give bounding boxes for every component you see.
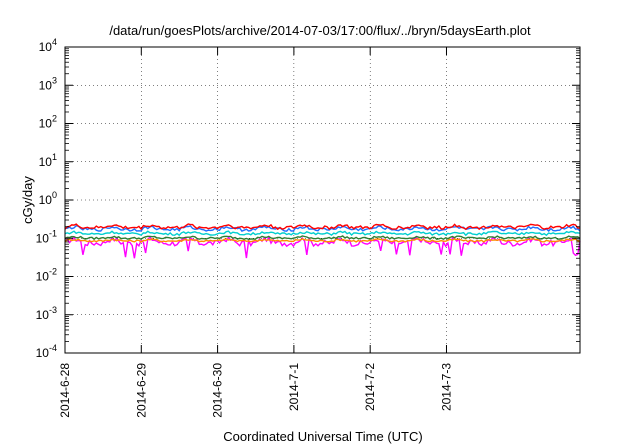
grid-lines (65, 47, 580, 353)
chart-title: /data/run/goesPlots/archive/2014-07-03/1… (109, 23, 531, 38)
x-axis-label: Coordinated Universal Time (UTC) (223, 429, 422, 444)
series-line (64, 238, 581, 243)
y-tick-label: 10-4 (36, 343, 57, 360)
x-tick-label: 2014-7-2 (363, 363, 377, 411)
series-line (64, 223, 580, 231)
y-tick-label: 10-1 (36, 228, 57, 245)
series-line (64, 235, 581, 241)
series-line (64, 230, 581, 237)
plot-frame (64, 46, 581, 354)
y-axis: 104 103 102 101 100 10-1 10-2 10-3 10-4 (36, 37, 580, 360)
series-line (64, 235, 581, 259)
y-tick-label: 103 (39, 75, 57, 92)
y-tick-label: 104 (39, 37, 57, 54)
y-tick-label: 10-2 (36, 267, 57, 284)
y-tick-label: 100 (39, 190, 57, 207)
data-series (64, 223, 581, 259)
x-tick-label: 2014-7-3 (439, 363, 453, 411)
x-tick-label: 2014-6-28 (58, 363, 72, 418)
y-tick-label: 10-3 (36, 305, 57, 322)
y-tick-label: 101 (39, 152, 57, 169)
y-tick-label: 102 (39, 114, 57, 131)
x-tick-label: 2014-6-29 (134, 363, 148, 418)
x-tick-label: 2014-7-1 (287, 363, 301, 411)
x-tick-label: 2014-6-30 (211, 363, 225, 418)
x-axis: 2014-6-28 2014-6-29 2014-6-30 2014-7-1 2014-… (58, 47, 453, 418)
y-axis-label: cGy/day (20, 176, 35, 224)
